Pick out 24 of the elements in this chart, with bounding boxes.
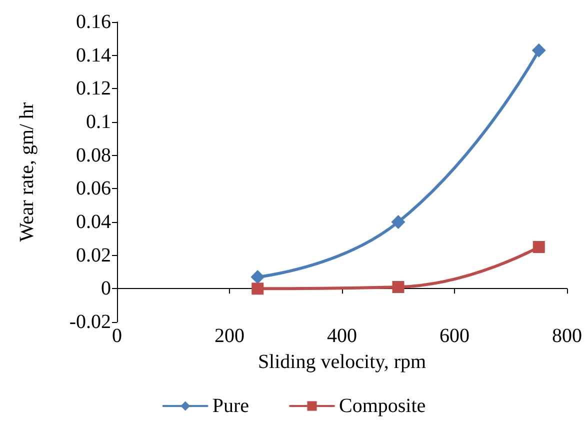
point xyxy=(392,281,404,293)
x-tick-label: 400 xyxy=(327,325,357,347)
x-tick-label: 600 xyxy=(440,325,470,347)
y-tick-label: 0 xyxy=(101,278,111,300)
point xyxy=(391,215,406,229)
y-tick-label: 0.02 xyxy=(76,244,111,266)
point xyxy=(532,43,546,58)
legend-label: Composite xyxy=(338,395,426,417)
y-tick-label: 0.04 xyxy=(76,211,111,233)
y-tick-label: 0.06 xyxy=(76,178,111,200)
point xyxy=(252,282,264,295)
y-tick-label: 0.1 xyxy=(86,111,111,133)
x-tick-label: 200 xyxy=(214,325,244,347)
x-axis-title: Sliding velocity, rpm xyxy=(258,351,427,373)
y-tick-label: -0.02 xyxy=(69,311,111,333)
y-tick-label: 0.16 xyxy=(76,11,111,33)
x-tick-label: 800 xyxy=(552,325,582,347)
y-tick-label: 0.12 xyxy=(76,78,111,100)
y-tick-label: 0.14 xyxy=(76,44,111,66)
point xyxy=(250,270,265,284)
legend-label: Pure xyxy=(212,395,250,417)
y-tick-label: 0.08 xyxy=(76,144,111,166)
y-axis-title: Wear rate, gm/ hr xyxy=(16,102,38,242)
point xyxy=(532,241,545,253)
